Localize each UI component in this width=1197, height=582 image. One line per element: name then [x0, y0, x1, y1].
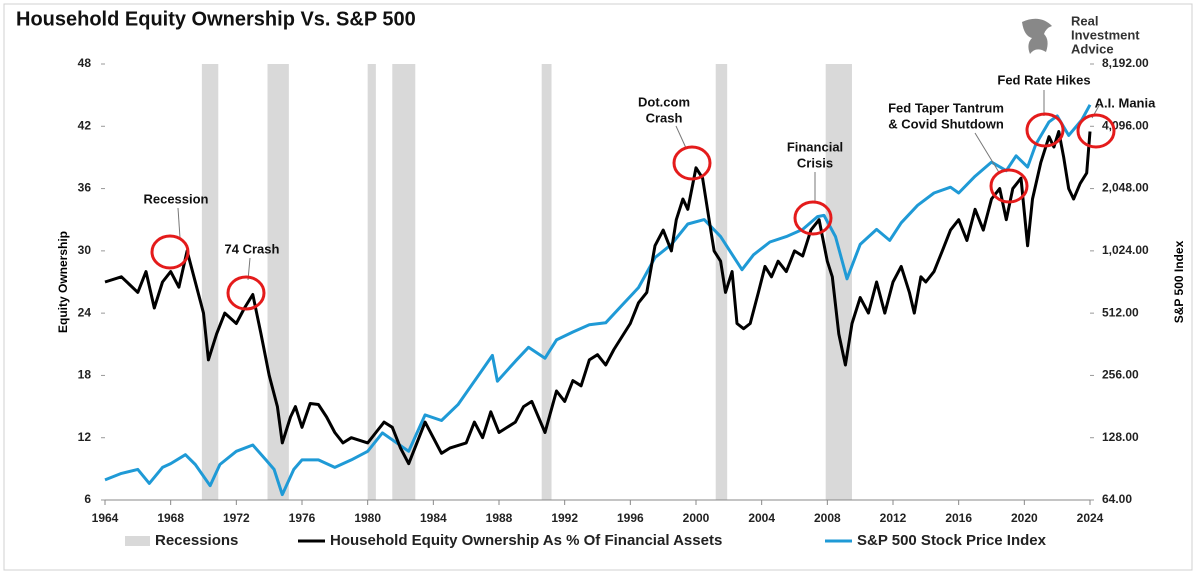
x-tick-label: 2008: [814, 511, 841, 525]
x-tick-label: 2012: [880, 511, 907, 525]
annotation-circle: [150, 234, 190, 270]
annotation: Crisis: [797, 155, 833, 170]
annotation: Fed Taper Tantrum: [888, 100, 1004, 115]
annotation-leader: [675, 125, 687, 149]
annotation-circle: [793, 200, 833, 236]
y-tick-label: 36: [78, 181, 92, 195]
y2-tick-label: 256.00: [1102, 368, 1139, 382]
series-line: [104, 104, 1092, 497]
y-tick-label: 6: [84, 492, 91, 506]
frame: [3, 3, 1193, 571]
legend-label: Recessions: [155, 532, 238, 549]
y-tick-label: 30: [78, 243, 92, 257]
logo-text: Advice: [1071, 41, 1114, 56]
x-tick-label: 1984: [420, 511, 447, 525]
y2-tick-label: 512.00: [1102, 305, 1139, 319]
x-tick-label: 1988: [486, 511, 513, 525]
x-tick-label: 2000: [683, 511, 710, 525]
y-tick-label: 12: [78, 430, 92, 444]
annotation: A.I. Mania: [1095, 95, 1156, 110]
legend-label: Household Equity Ownership As % Of Finan…: [330, 532, 722, 549]
annotation-circle: [1025, 112, 1065, 148]
y2-axis-label: S&P 500 Index: [1172, 240, 1186, 323]
legend-swatch: [125, 536, 150, 546]
x-tick-label: 2016: [945, 511, 972, 525]
logo-text: Investment: [1071, 27, 1140, 42]
annotation-leader: [177, 207, 181, 239]
annotation-circle: [226, 275, 266, 311]
y-tick-label: 18: [78, 368, 92, 382]
annotation: 74 Crash: [225, 241, 280, 256]
recession-band: [541, 64, 552, 500]
recession-band: [715, 64, 728, 500]
logo-icon: [1022, 18, 1052, 54]
legend-label: S&P 500 Stock Price Index: [857, 532, 1047, 549]
annotation-circle: [672, 145, 712, 181]
recession-band: [825, 64, 852, 500]
y2-tick-label: 64.00: [1102, 492, 1132, 506]
x-tick-label: 1996: [617, 511, 644, 525]
x-tick-label: 1976: [289, 511, 316, 525]
recession-band: [201, 64, 219, 500]
chart-title: Household Equity Ownership Vs. S&P 500: [16, 8, 416, 30]
annotation-leader: [974, 132, 1001, 175]
logo-text: Real: [1071, 13, 1098, 28]
x-tick-label: 1972: [223, 511, 250, 525]
x-tick-label: 1968: [157, 511, 184, 525]
x-tick-label: 2024: [1077, 511, 1104, 525]
annotation-circle: [1076, 113, 1116, 149]
y-axis-label: Equity Ownership: [56, 231, 70, 333]
y2-tick-label: 128.00: [1102, 430, 1139, 444]
y2-tick-label: 1,024.00: [1102, 243, 1149, 257]
annotation: Fed Rate Hikes: [997, 72, 1090, 87]
x-tick-label: 2020: [1011, 511, 1038, 525]
annotation: Crash: [646, 110, 683, 125]
series-line: [104, 130, 1092, 466]
y-tick-label: 48: [78, 56, 92, 70]
annotation: Dot.com: [638, 94, 690, 109]
y-tick-label: 24: [78, 305, 92, 319]
annotation-circle: [989, 168, 1029, 204]
x-tick-label: 1980: [354, 511, 381, 525]
y-tick-label: 42: [78, 118, 92, 132]
y2-tick-label: 2,048.00: [1102, 181, 1149, 195]
x-tick-label: 1992: [551, 511, 578, 525]
recession-band: [392, 64, 416, 500]
x-tick-label: 1964: [92, 511, 119, 525]
logo: Real Investment Advice: [1022, 13, 1140, 56]
x-tick-label: 2004: [748, 511, 775, 525]
annotation: Recession: [143, 191, 208, 206]
annotation: Financial: [787, 139, 843, 154]
recession-band: [367, 64, 376, 500]
y2-tick-label: 8,192.00: [1102, 56, 1149, 70]
annotation: & Covid Shutdown: [888, 116, 1004, 131]
